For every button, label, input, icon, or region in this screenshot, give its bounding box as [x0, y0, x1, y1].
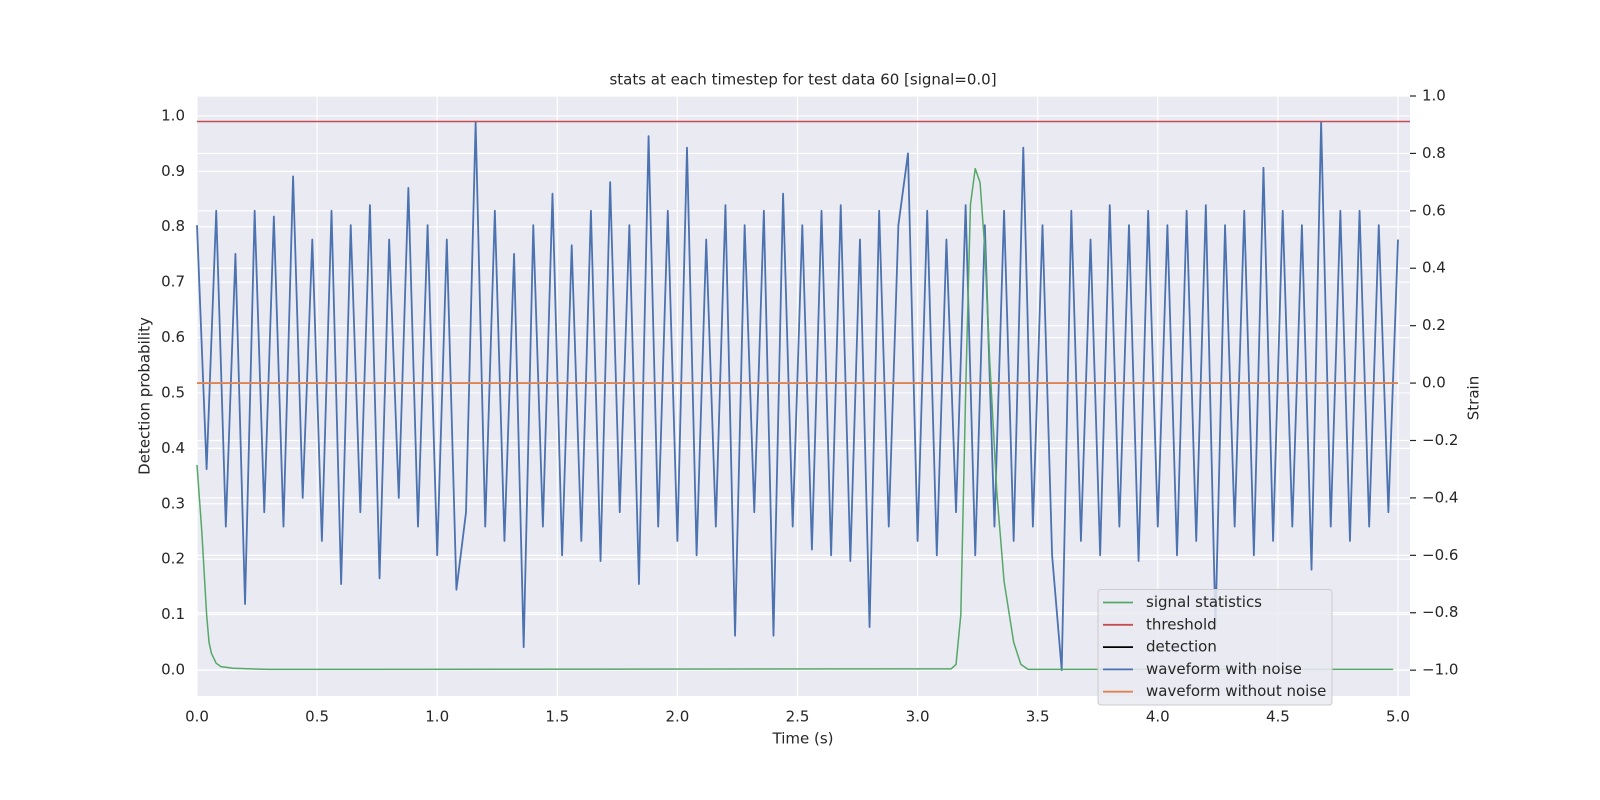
labels: 0.0 0.5 1.0 1.5 2.0 2.5 3.0 3.5 4.0 4.5 5.0 0.0 0.1 0…	[161, 87, 1458, 726]
x-tick-label: 1.0	[425, 708, 449, 726]
y-tick-label: 0.9	[161, 162, 185, 180]
y-tick-label: 0.2	[161, 550, 185, 568]
y-tick-label: 0.8	[161, 217, 185, 235]
y-tick-label: 0.5	[161, 383, 185, 401]
y-axis-label: Detection probability	[136, 317, 154, 475]
y2-tick-label: 0.4	[1422, 259, 1446, 277]
x-tick-label: 2.0	[665, 708, 689, 726]
legend-label: waveform with noise	[1146, 660, 1302, 678]
x-tick-label: 4.5	[1266, 708, 1290, 726]
y2-tick-label: −1.0	[1422, 661, 1458, 679]
y-tick-label: 0.7	[161, 273, 185, 291]
x-tick-label: 0.5	[305, 708, 329, 726]
y-tick-label: 0.3	[161, 494, 185, 512]
legend-label: threshold	[1146, 615, 1217, 633]
y2-tick-label: 0.6	[1422, 201, 1446, 219]
y2-tick-label: −0.4	[1422, 488, 1458, 506]
x-tick-label: 0.0	[185, 708, 209, 726]
legend-box	[1097, 589, 1333, 706]
y2-tick-label: −0.8	[1422, 603, 1458, 621]
x-tick-label: 4.0	[1146, 708, 1170, 726]
y-tick-label: 0.6	[161, 328, 185, 346]
y-tick-label: 0.1	[161, 605, 185, 623]
y2-axis-label: Strain	[1465, 376, 1483, 420]
legend-label: signal statistics	[1146, 593, 1262, 611]
y2-tick-label: −0.6	[1422, 546, 1458, 564]
x-tick-label: 1.5	[545, 708, 569, 726]
y2-tick-label: 0.8	[1422, 144, 1446, 162]
y-tick-label: 0.4	[161, 439, 185, 457]
y-tick-label: 0.0	[161, 660, 185, 678]
y-tick-label: 1.0	[161, 106, 185, 124]
x-tick-label: 5.0	[1386, 708, 1410, 726]
y2-tick-label: 1.0	[1422, 87, 1446, 105]
series-line	[196, 167, 1394, 671]
chart-title: stats at each timestep for test data 60 …	[609, 71, 996, 89]
y2-tick-label: −0.2	[1422, 431, 1458, 449]
x-tick-label: 3.0	[906, 708, 930, 726]
x-axis-label: Time (s)	[772, 730, 834, 748]
x-tick-label: 2.5	[786, 708, 810, 726]
lines	[196, 120, 1410, 672]
series-line	[196, 120, 1399, 672]
y2-tick-label: 0.0	[1422, 374, 1446, 392]
legend: signal statistics threshold detection wavef…	[1097, 589, 1333, 706]
y2-tick-label: 0.2	[1422, 316, 1446, 334]
x-tick-label: 3.5	[1026, 708, 1050, 726]
legend-label: waveform without noise	[1146, 682, 1326, 700]
legend-label: detection	[1146, 638, 1217, 656]
